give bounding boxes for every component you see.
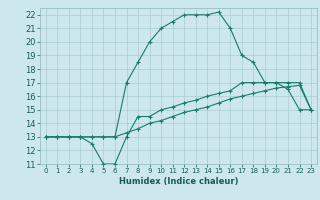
X-axis label: Humidex (Indice chaleur): Humidex (Indice chaleur)	[119, 177, 238, 186]
